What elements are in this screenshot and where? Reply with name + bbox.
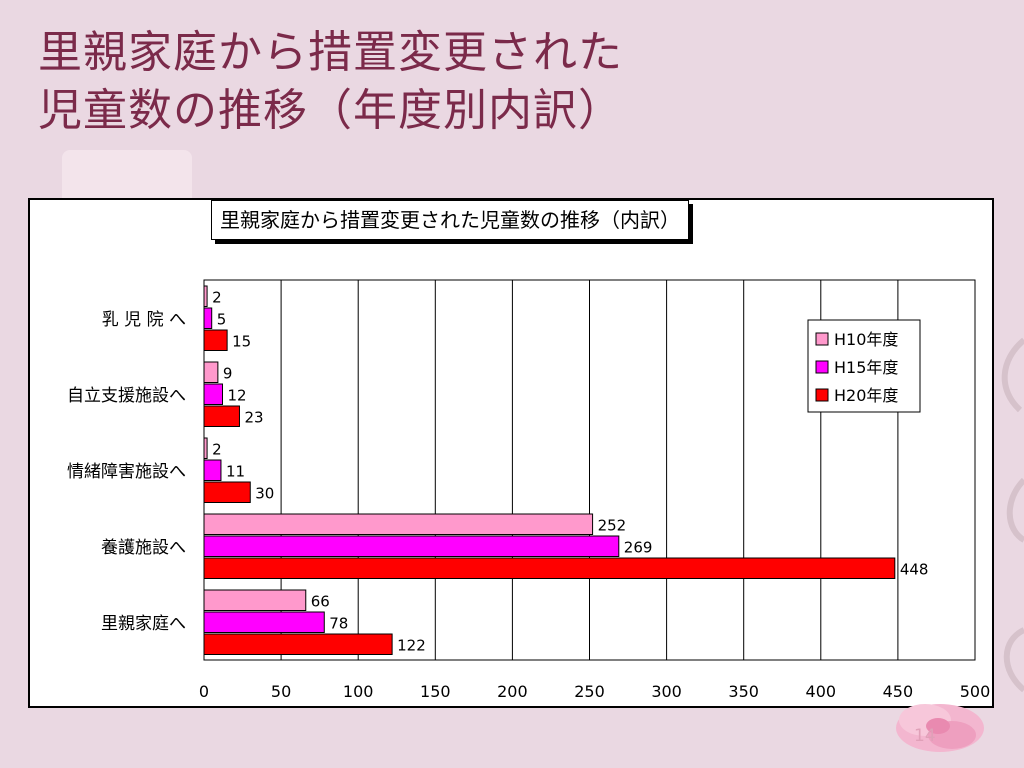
y-category-label: 里親家庭へ bbox=[101, 614, 186, 634]
data-label: 30 bbox=[255, 484, 274, 502]
data-label: 5 bbox=[217, 310, 227, 328]
bar bbox=[203, 459, 222, 481]
x-tick-label: 300 bbox=[651, 682, 682, 701]
bar bbox=[203, 589, 307, 611]
y-category-label: 自立支援施設へ bbox=[67, 386, 186, 406]
data-label: 23 bbox=[244, 408, 263, 426]
x-tick-label: 500 bbox=[960, 682, 991, 701]
x-tick-label: 150 bbox=[420, 682, 451, 701]
decorative-swirl bbox=[1001, 337, 1024, 693]
data-label: 2 bbox=[212, 440, 222, 458]
y-category-label: 養護施設へ bbox=[101, 538, 186, 558]
bar bbox=[203, 633, 393, 655]
bar bbox=[203, 361, 219, 383]
data-label: 11 bbox=[226, 462, 245, 480]
x-tick-label: 100 bbox=[343, 682, 374, 701]
legend-label: H20年度 bbox=[834, 386, 898, 405]
data-label: 269 bbox=[624, 538, 653, 556]
legend-swatch bbox=[815, 388, 829, 402]
slide-title-line-1: 里親家庭から措置変更された bbox=[38, 27, 623, 78]
legend-label: H15年度 bbox=[834, 358, 898, 377]
flower-decoration bbox=[896, 704, 984, 752]
data-label: 66 bbox=[311, 592, 330, 610]
y-category-label: 乳 児 院 へ bbox=[102, 310, 186, 330]
bar bbox=[203, 285, 208, 307]
data-label: 15 bbox=[232, 332, 251, 350]
legend-swatch bbox=[815, 360, 829, 374]
x-tick-label: 50 bbox=[271, 682, 291, 701]
data-label: 252 bbox=[598, 516, 627, 534]
bar bbox=[203, 557, 896, 579]
y-category-label: 情緒障害施設へ bbox=[67, 462, 186, 482]
data-label: 122 bbox=[397, 636, 426, 654]
data-label: 9 bbox=[223, 364, 233, 382]
bar bbox=[203, 611, 325, 633]
data-label: 2 bbox=[212, 288, 222, 306]
x-tick-label: 350 bbox=[728, 682, 759, 701]
bar bbox=[203, 405, 240, 427]
bar bbox=[203, 329, 228, 351]
x-tick-label: 250 bbox=[574, 682, 605, 701]
x-tick-label: 0 bbox=[199, 682, 209, 701]
x-tick-label: 400 bbox=[806, 682, 837, 701]
x-tick-label: 450 bbox=[883, 682, 914, 701]
bar bbox=[203, 535, 620, 557]
bar bbox=[203, 307, 213, 329]
page-number: 14 bbox=[914, 726, 936, 746]
chart-title: 里親家庭から措置変更された児童数の推移（内訳） bbox=[211, 200, 689, 240]
slide-title-line-2: 児童数の推移（年度別内訳） bbox=[38, 85, 623, 136]
bar bbox=[203, 437, 208, 459]
data-label: 78 bbox=[329, 614, 348, 632]
data-label: 12 bbox=[228, 386, 247, 404]
x-tick-label: 200 bbox=[497, 682, 528, 701]
legend-swatch bbox=[815, 332, 829, 346]
bar bbox=[203, 383, 224, 405]
bar bbox=[203, 481, 251, 503]
bar bbox=[203, 513, 594, 535]
legend-label: H10年度 bbox=[834, 330, 898, 349]
slide-title: 里親家庭から措置変更された 児童数の推移（年度別内訳） bbox=[38, 24, 623, 140]
data-label: 448 bbox=[900, 560, 929, 578]
